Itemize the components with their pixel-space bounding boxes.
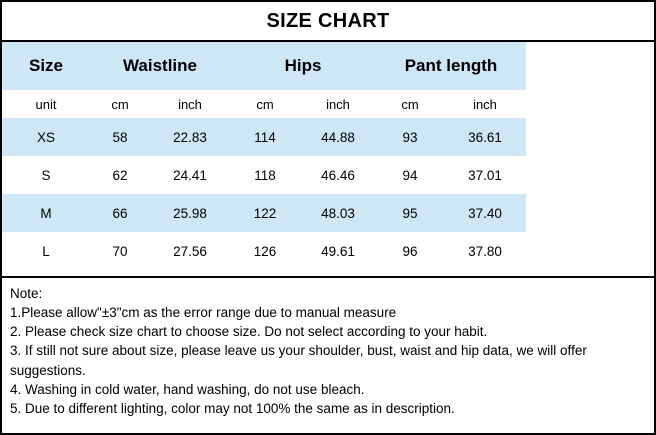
unit-cell: inch [473,96,497,112]
size-cell: XS [36,129,55,145]
note-line: 4. Washing in cold water, hand washing, … [10,381,365,397]
value-cell: 114 [254,129,276,145]
value-cell: 95 [402,205,418,221]
value-cell: 22.83 [173,129,207,145]
value-cell: 37.40 [468,205,502,221]
size-cell: M [40,205,52,221]
value-cell: 94 [402,167,418,183]
value-cell: 27.56 [173,243,207,259]
value-cell: 49.61 [321,243,355,259]
size-cell: S [41,167,51,183]
value-cell: 37.01 [468,167,502,183]
col-group-hips: Hips [284,56,322,75]
unit-cell: inch [178,96,202,112]
unit-cell: unit [35,96,57,112]
unit-cell: cm [256,96,274,112]
value-cell: 66 [112,205,128,221]
table-row-xs: XS 58 22.83 114 44.88 93 36.61 [2,118,526,156]
value-cell: 122 [253,205,277,221]
page-title: SIZE CHART [2,2,654,42]
value-cell: 25.98 [173,205,207,221]
value-cell: 58 [112,129,128,145]
table-row-m: M 66 25.98 122 48.03 95 37.40 [2,194,526,232]
table-row-s: S 62 24.41 118 46.46 94 37.01 [2,156,526,194]
value-cell: 37.80 [468,243,502,259]
size-table: Size Waistline Hips Pant length unit cm … [2,42,526,270]
value-cell: 96 [402,243,418,259]
value-cell: 24.41 [173,167,207,183]
value-cell: 93 [402,129,418,145]
value-cell: 118 [254,167,276,183]
value-cell: 62 [112,167,128,183]
notes-heading: Note: [10,286,43,301]
col-group-waistline: Waistline [123,56,197,75]
unit-cell: inch [326,96,350,112]
table-row-l: L 70 27.56 126 49.61 96 37.80 [2,232,526,270]
value-cell: 126 [253,243,277,259]
value-cell: 36.61 [468,129,502,145]
value-cell: 48.03 [321,205,355,221]
note-line: 1.Please allow"±3"cm as the error range … [10,305,397,321]
table-unit-row: unit cm inch cm inch cm inch [2,90,526,118]
note-line: 3. If still not sure about size, please … [10,343,587,378]
note-line: 2. Please check size chart to choose siz… [10,324,488,340]
size-cell: L [42,243,50,259]
note-line: 5. Due to different lighting, color may … [10,400,455,416]
col-group-size: Size [28,56,64,75]
value-cell: 44.88 [321,129,355,145]
notes-section: Note: 1.Please allow"±3"cm as the error … [2,276,654,433]
unit-cell: cm [401,96,419,112]
value-cell: 70 [112,243,128,259]
unit-cell: cm [111,96,129,112]
col-group-pant-length: Pant length [404,56,498,75]
value-cell: 46.46 [321,167,355,183]
table-group-header-row: Size Waistline Hips Pant length [2,42,526,90]
